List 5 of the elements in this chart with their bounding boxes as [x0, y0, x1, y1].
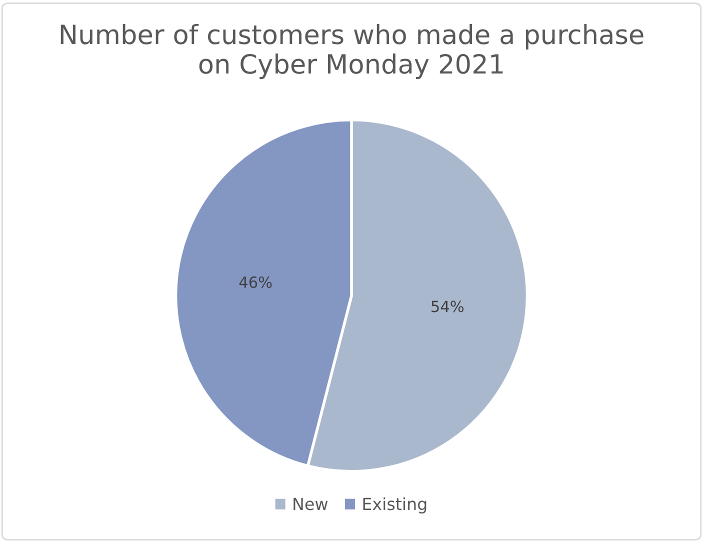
legend-label: Existing: [363, 497, 426, 514]
legend-label: New: [294, 498, 328, 510]
chart-title: Number of customers who made a purchase on Cyber Monday 2021: [60, 24, 644, 80]
data-label: 46%: [239, 276, 272, 288]
data-label: 54%: [432, 300, 464, 312]
